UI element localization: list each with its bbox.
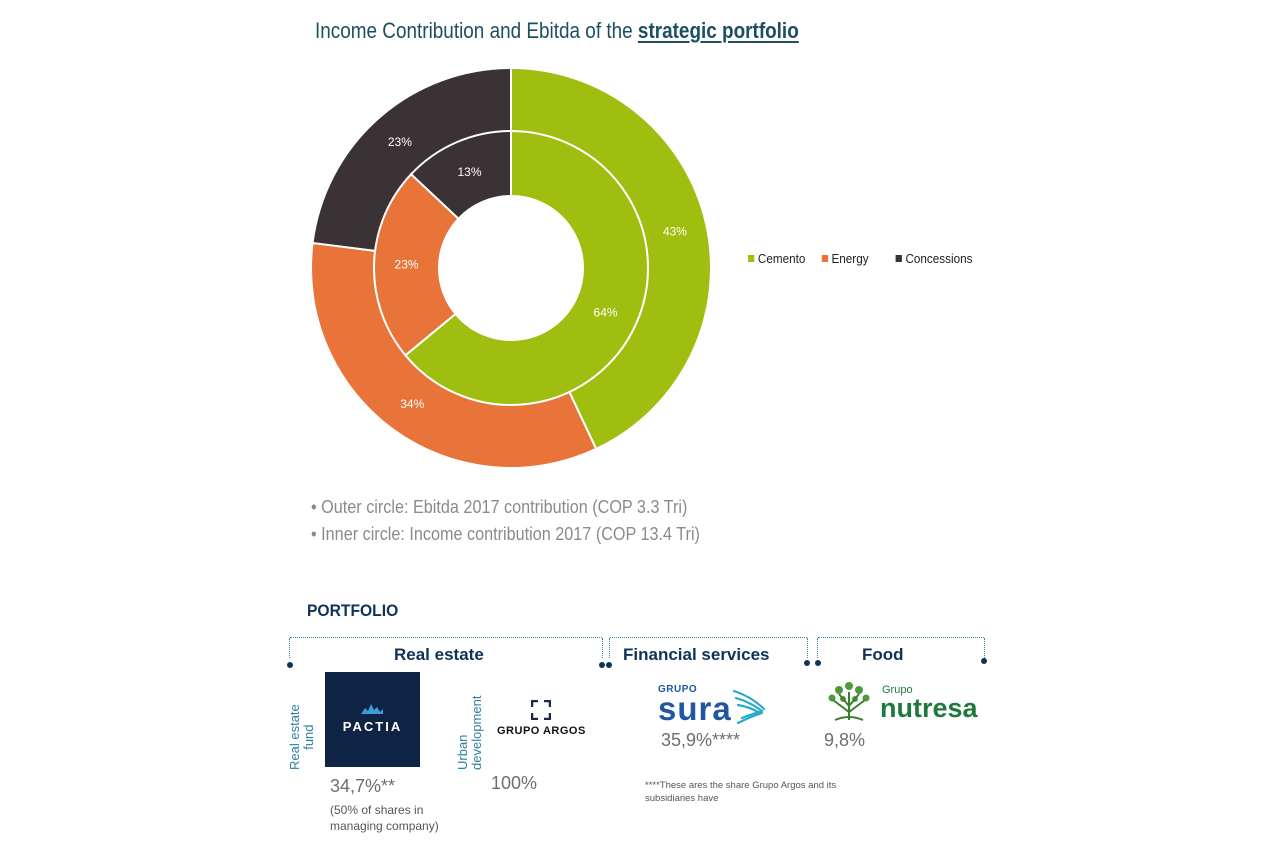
pactia-note: (50% of shares in managing company) xyxy=(330,802,439,834)
bracket-real-estate xyxy=(289,637,603,658)
outer-ring-label-energy: 34% xyxy=(400,397,424,411)
bracket-financial xyxy=(609,637,808,658)
pactia-logo-text: PACTIA xyxy=(342,719,403,734)
inner-ring-label-energy: 23% xyxy=(395,258,419,272)
sura-footnote: ****These ares the share Grupo Argos and… xyxy=(645,779,836,805)
urban-development-label: Urban development xyxy=(455,695,484,770)
inner-ring-label-cemento: 64% xyxy=(594,305,618,319)
category-financial-services: Financial services xyxy=(623,645,770,664)
sura-wing-icon xyxy=(732,689,766,725)
legend-label-cemento: Cemento xyxy=(757,251,806,266)
legend-item-energy: Energy xyxy=(821,251,869,266)
sura-footnote-line-2: subsidiaries have xyxy=(645,793,719,804)
real-estate-fund-label-line-2: fund xyxy=(301,724,316,750)
urban-development-label-line-2: development xyxy=(469,695,484,770)
pactia-logo: PACTIA xyxy=(325,672,420,767)
bracket-dot xyxy=(606,662,612,668)
chart-title-prefix: Income Contribution and Ebitda of the xyxy=(315,18,633,43)
category-real-estate: Real estate xyxy=(394,645,484,664)
pactia-chart-icon xyxy=(361,704,383,714)
pactia-note-line-1: (50% of shares in xyxy=(330,803,424,817)
outer-ring-label-cemento: 43% xyxy=(663,224,687,238)
legend-label-energy: Energy xyxy=(831,251,869,266)
legend-swatch-cemento xyxy=(748,255,755,262)
pactia-note-line-2: managing company) xyxy=(330,819,439,833)
argos-emblem-icon xyxy=(531,699,552,721)
chart-notes: • Outer circle: Ebitda 2017 contribution… xyxy=(311,494,700,548)
bracket-dot xyxy=(804,660,810,666)
chart-legend: Cemento Energy Concessions xyxy=(748,251,972,266)
sura-logo-text: sura xyxy=(658,690,732,727)
bracket-left-edge xyxy=(289,638,290,658)
nutresa-percent: 9,8% xyxy=(824,730,866,750)
real-estate-fund-label-line-1: Real estate xyxy=(287,704,302,770)
note-inner-circle: • Inner circle: Income contribution 2017… xyxy=(311,524,700,544)
sura-logo-small-text: GRUPO xyxy=(658,684,698,695)
donut-chart: 43% 34% 23% 64% 23% 13% xyxy=(310,66,712,469)
legend-label-concessions: Concessions xyxy=(905,251,973,266)
nutresa-logo-small-text: Grupo xyxy=(882,684,913,696)
bracket-dot xyxy=(981,658,987,664)
inner-ring-label-concessions: 13% xyxy=(457,165,481,179)
bracket-left-edge xyxy=(817,638,818,658)
portfolio-title: PORTFOLIO xyxy=(307,601,399,620)
bracket-dot xyxy=(287,662,293,668)
bracket-right-edge xyxy=(984,638,985,658)
bracket-food xyxy=(817,637,985,658)
category-food: Food xyxy=(862,645,904,664)
bracket-dot xyxy=(599,662,605,668)
note-outer-circle: • Outer circle: Ebitda 2017 contribution… xyxy=(311,497,688,517)
legend-item-cemento: Cemento xyxy=(748,251,805,266)
outer-ring-label-concessions: 23% xyxy=(388,135,412,149)
inner-ring-slice-cemento xyxy=(404,129,649,406)
bracket-dot xyxy=(815,660,821,666)
bracket-left-edge xyxy=(609,638,610,658)
legend-item-concessions: Concessions xyxy=(895,251,973,266)
legend-swatch-energy xyxy=(821,255,828,262)
inner-ring-slice-energy xyxy=(373,172,460,357)
argos-percent: 100% xyxy=(491,773,538,793)
real-estate-fund-label: Real estate fund xyxy=(287,704,316,770)
sura-footnote-line-1: ****These ares the share Grupo Argos and… xyxy=(645,780,837,791)
inner-ring-slice-concessions xyxy=(409,129,512,221)
chart-title: Income Contribution and Ebitda of the st… xyxy=(315,18,799,44)
pactia-percent: 34,7%** xyxy=(330,776,396,796)
bracket-right-edge xyxy=(807,638,808,658)
bracket-right-edge xyxy=(602,638,603,658)
legend-swatch-concessions xyxy=(895,255,902,262)
nutresa-tree-icon xyxy=(828,682,870,721)
grupo-argos-logo: GRUPO ARGOS xyxy=(497,699,586,737)
grupo-argos-logo-text: GRUPO ARGOS xyxy=(497,725,586,737)
sura-percent: 35,9%**** xyxy=(661,730,741,750)
nutresa-logo-text: nutresa xyxy=(880,693,978,723)
chart-title-emphasis: strategic portfolio xyxy=(637,18,799,43)
urban-development-label-line-1: Urban xyxy=(455,734,470,770)
